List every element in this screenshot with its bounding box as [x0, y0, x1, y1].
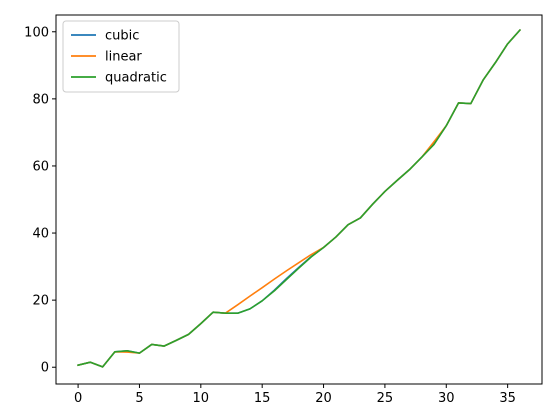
- y-tick-label: 80: [32, 92, 49, 107]
- x-tick-label: 15: [254, 391, 271, 406]
- legend-label-linear: linear: [105, 50, 142, 65]
- x-tick-label: 25: [377, 391, 394, 406]
- legend: cubic linear quadratic: [62, 20, 180, 93]
- axes-frame: [55, 14, 543, 385]
- series-layer: [77, 28, 522, 368]
- series-line-quadratic: [77, 28, 522, 368]
- x-tick-label: 5: [135, 391, 143, 406]
- y-tick-label: 100: [24, 25, 49, 40]
- legend-label-quadratic: quadratic: [105, 71, 167, 86]
- x-tick-label: 10: [193, 391, 210, 406]
- y-tick-label: 40: [32, 227, 49, 242]
- y-tick-label: 20: [32, 294, 49, 309]
- y-tick-label: 60: [32, 159, 49, 174]
- y-tick-label: 0: [41, 361, 49, 376]
- y-axis: 0 20 40 60 80 100: [24, 25, 56, 376]
- x-tick-label: 20: [315, 391, 332, 406]
- x-tick-label: 35: [499, 391, 516, 406]
- x-tick-label: 0: [74, 391, 82, 406]
- x-axis: 0 5 10 15 20 25 30 35: [74, 384, 516, 406]
- legend-label-cubic: cubic: [105, 29, 139, 44]
- x-tick-label: 30: [438, 391, 455, 406]
- legend-box: [62, 20, 180, 93]
